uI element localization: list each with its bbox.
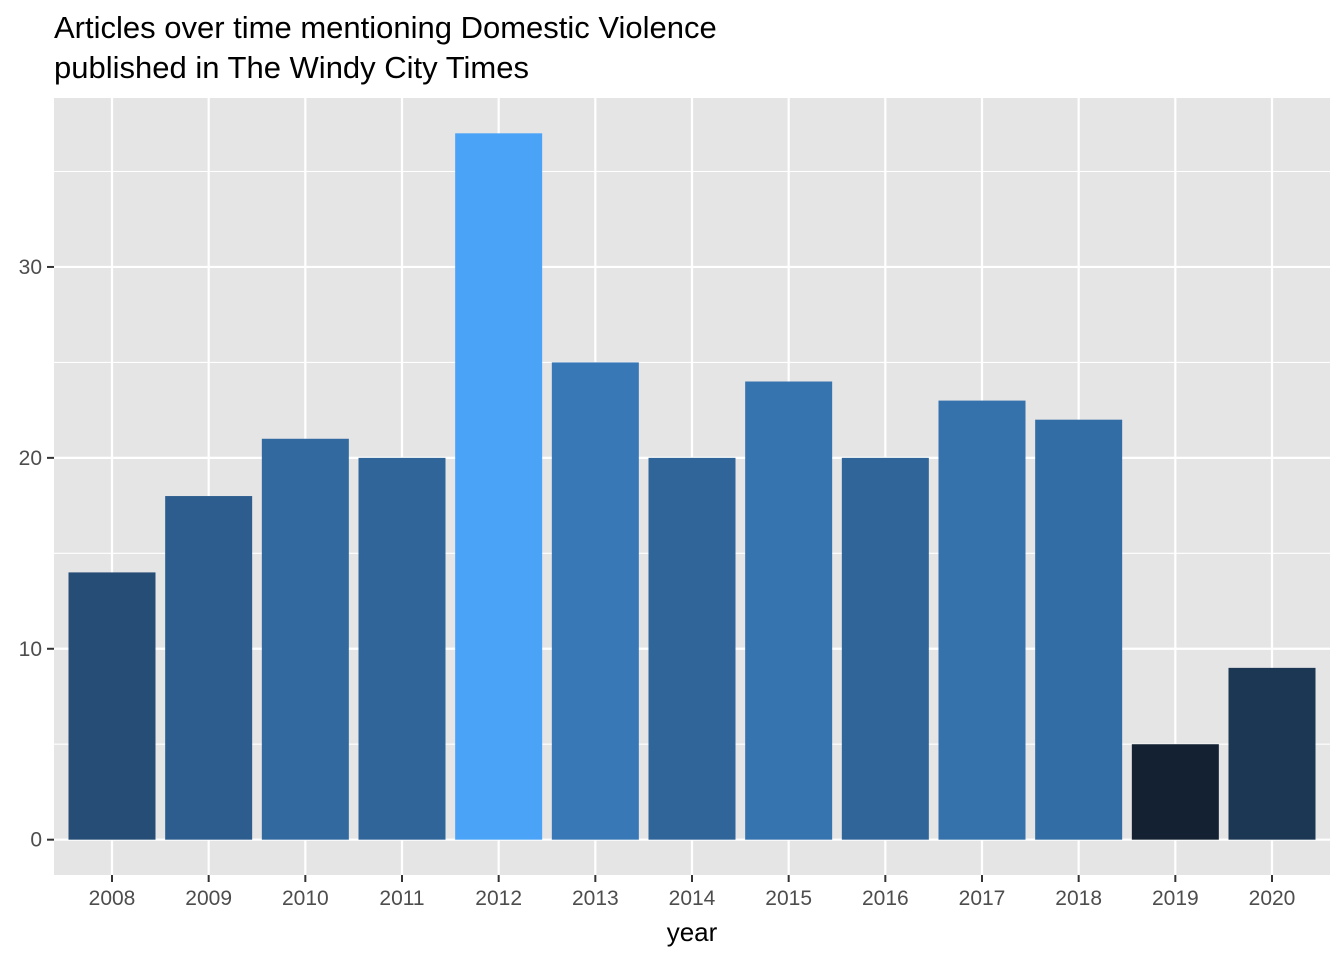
x-tick-label: 2011	[379, 887, 424, 910]
x-tick-label: 2019	[1152, 887, 1199, 910]
y-tick-label: 10	[19, 638, 42, 661]
x-tick-label: 2020	[1249, 887, 1296, 910]
bar-2019	[1131, 744, 1219, 840]
bar-2020	[1228, 667, 1316, 840]
bar-2014	[648, 457, 736, 840]
bar-2015	[745, 381, 833, 840]
y-tick-label: 20	[19, 447, 42, 470]
bar-2012	[455, 133, 543, 840]
bar-2016	[841, 457, 929, 840]
bar-2011	[358, 457, 446, 840]
x-tick-label: 2015	[765, 887, 812, 910]
bars	[68, 133, 1316, 840]
chart-title: Articles over time mentioning Domestic V…	[54, 8, 717, 88]
bar-2017	[938, 400, 1026, 840]
bar-2009	[165, 496, 253, 840]
x-tick-label: 2009	[185, 887, 232, 910]
x-tick-label: 2013	[572, 887, 619, 910]
x-tick-label: 2017	[959, 887, 1006, 910]
bar-2013	[551, 362, 639, 840]
x-tick-label: 2014	[669, 887, 716, 910]
y-tick-label: 0	[30, 829, 42, 852]
x-tick-label: 2010	[282, 887, 329, 910]
bar-2008	[68, 572, 156, 840]
bar-2018	[1035, 419, 1123, 840]
y-tick-label: 30	[19, 256, 42, 279]
chart-title-line-2: published in The Windy City Times	[54, 50, 529, 85]
x-tick-label: 2008	[89, 887, 136, 910]
axes: 0 10 20 30 2008 2009 2010 2011 2012 2013 2014 2015 2…	[19, 256, 1296, 910]
bar-2010	[261, 438, 349, 840]
chart-title-line-1: Articles over time mentioning Domestic V…	[54, 10, 717, 45]
x-tick-label: 2018	[1055, 887, 1102, 910]
x-axis-label: year	[667, 917, 718, 947]
x-tick-label: 2012	[475, 887, 522, 910]
x-tick-label: 2016	[862, 887, 909, 910]
